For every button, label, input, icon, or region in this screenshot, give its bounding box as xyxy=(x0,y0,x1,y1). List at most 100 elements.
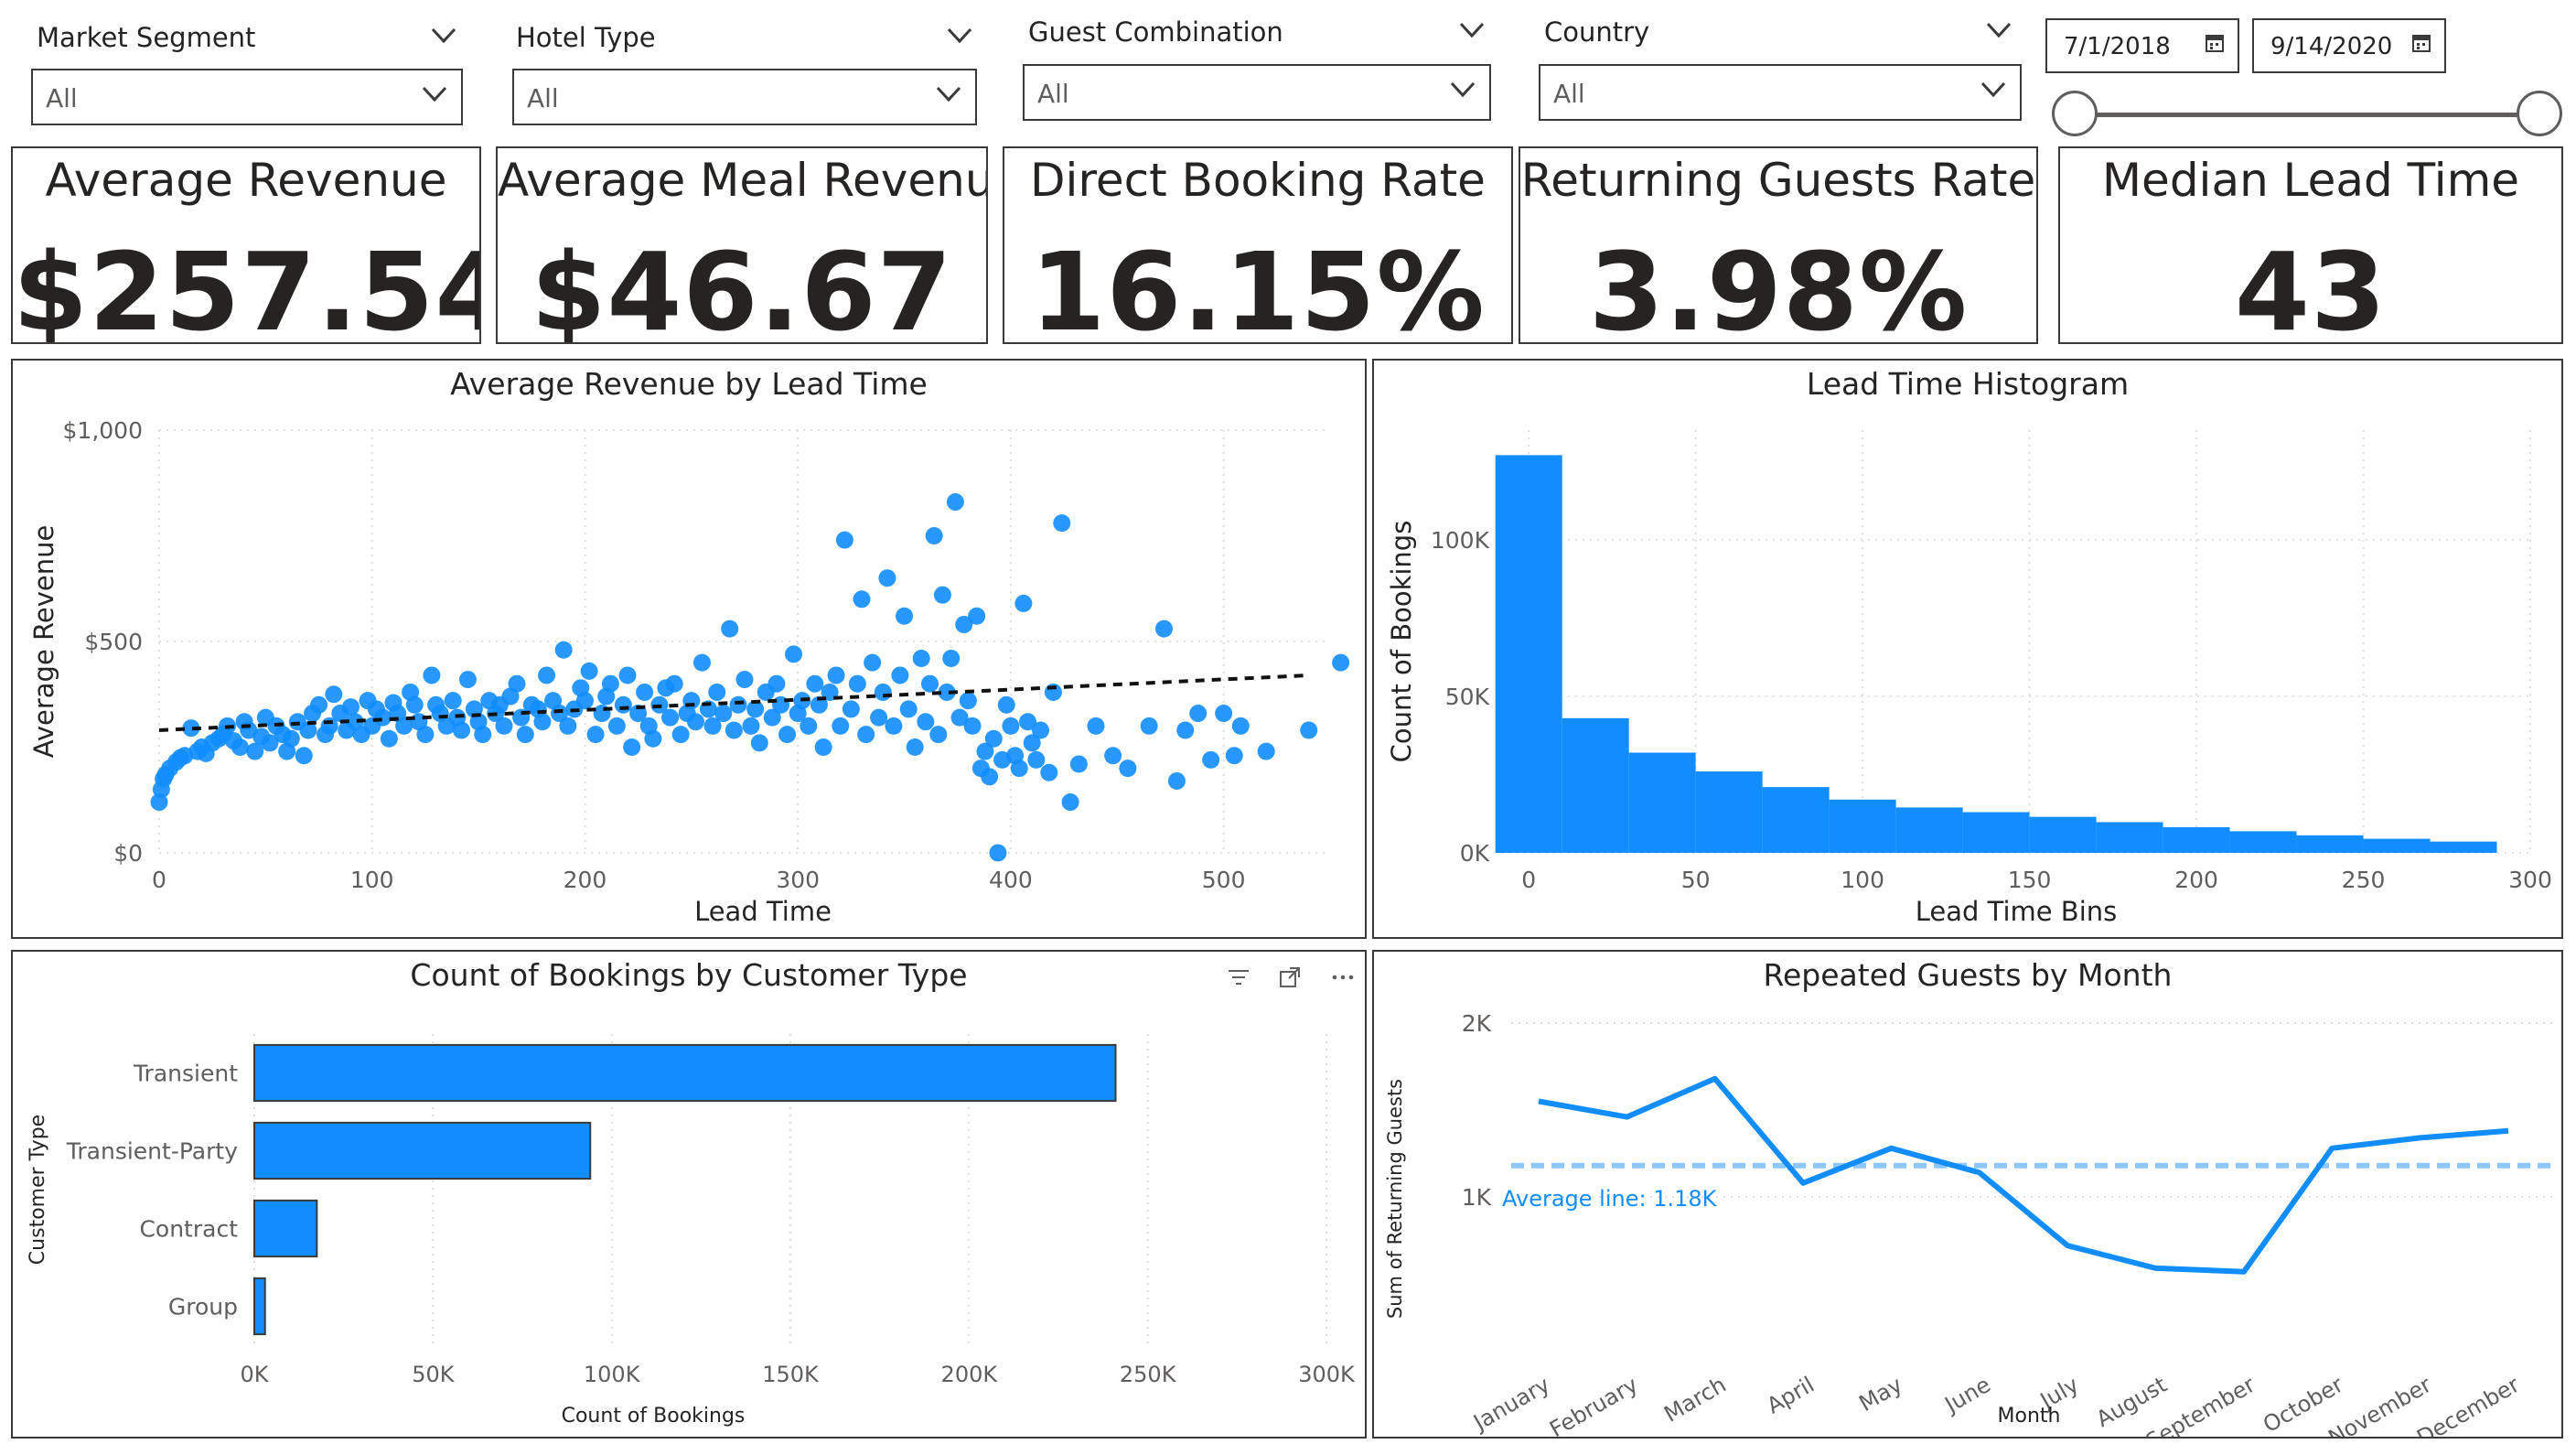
scatter-point xyxy=(636,683,654,701)
more-options-icon[interactable] xyxy=(1330,964,1356,990)
scatter-point xyxy=(325,685,343,704)
scatter-point xyxy=(692,653,711,672)
chart-title: Lead Time Histogram xyxy=(1806,366,2130,402)
x-tick-label: 0 xyxy=(152,867,166,893)
kpi-card-average-meal-revenue: Average Meal Revenue $46.67 xyxy=(496,146,988,344)
scatter-point xyxy=(559,717,577,735)
y-axis-label: Average Revenue xyxy=(28,525,59,759)
trend-line xyxy=(158,673,1309,733)
x-tick-label: 500 xyxy=(1202,867,1246,893)
market-segment-dropdown[interactable]: All xyxy=(31,69,463,125)
scatter-point xyxy=(1167,771,1186,790)
scatter-point xyxy=(629,705,648,723)
slicer-title: Guest Combination xyxy=(1028,16,1283,48)
dropdown-value: All xyxy=(1553,79,1585,109)
y-axis-label: Customer Type xyxy=(27,1115,49,1265)
scatter-point xyxy=(1154,620,1173,638)
chevron-down-icon[interactable] xyxy=(1458,20,1486,40)
scatter-point xyxy=(891,666,909,684)
country-dropdown[interactable]: All xyxy=(1539,64,2022,121)
date-slider-end-handle[interactable] xyxy=(2517,91,2562,136)
y-tick-label: 2K xyxy=(1462,1010,1492,1037)
histogram-bar xyxy=(2096,822,2163,853)
scatter-point xyxy=(686,713,704,731)
scatter-point xyxy=(671,726,690,744)
scatter-point xyxy=(842,700,860,718)
histogram-bar xyxy=(2296,835,2364,853)
scatter-point xyxy=(785,645,803,663)
chevron-down-icon[interactable] xyxy=(946,26,973,46)
scatter-point xyxy=(586,726,605,744)
x-tick-label: 150K xyxy=(762,1362,820,1387)
series-line xyxy=(1538,1075,2509,1275)
customer-type-bar xyxy=(253,1043,1117,1103)
kpi-value: 16.15% xyxy=(1030,229,1486,344)
scatter-point xyxy=(896,607,914,625)
scatter-point xyxy=(912,649,930,667)
x-tick-label: 200 xyxy=(2174,867,2218,893)
customer-type-panel: Count of Bookings by Customer Type 0K 50K… xyxy=(11,950,1367,1439)
kpi-card-median-lead-time: Median Lead Time 43 xyxy=(2058,146,2563,344)
chevron-down-icon[interactable] xyxy=(430,26,457,46)
kpi-card-returning-guests-rate: Returning Guests Rate 3.98% xyxy=(1519,146,2038,344)
chart-title: Average Revenue by Lead Time xyxy=(450,366,928,402)
scatter-point xyxy=(580,662,598,680)
scatter-point xyxy=(1140,717,1158,735)
start-date-input[interactable]: 7/1/2018 xyxy=(2045,18,2239,73)
date-slider-start-handle[interactable] xyxy=(2052,91,2098,136)
histogram-bar xyxy=(1962,812,2030,853)
chevron-down-icon xyxy=(1980,81,2006,98)
dropdown-value: All xyxy=(527,83,559,113)
scatter-point xyxy=(380,729,398,748)
customer-type-bar xyxy=(253,1277,266,1336)
histogram-bar xyxy=(2430,841,2497,853)
category-label: Contract xyxy=(139,1216,238,1243)
histogram-bar xyxy=(1628,752,1696,853)
y-tick-label: $500 xyxy=(84,629,143,655)
scatter-point xyxy=(950,708,969,727)
scatter-point xyxy=(614,695,632,714)
guest-combination-dropdown[interactable]: All xyxy=(1023,64,1491,121)
average-line-label: Average line: 1.18K xyxy=(1502,1186,1718,1212)
hotel-type-dropdown[interactable]: All xyxy=(512,69,977,125)
scatter-point xyxy=(261,734,279,752)
scatter-point xyxy=(778,726,797,744)
scatter-point xyxy=(917,713,935,731)
scatter-point xyxy=(814,738,832,756)
kpi-card-direct-booking-rate: Direct Booking Rate 16.15% xyxy=(1003,146,1513,344)
y-tick-label: 100K xyxy=(1431,527,1490,554)
calendar-icon[interactable] xyxy=(2411,33,2431,53)
scatter-point xyxy=(423,666,441,684)
scatter-point xyxy=(444,692,462,710)
scatter-point xyxy=(551,705,569,723)
scatter-point xyxy=(516,726,534,744)
start-date-value: 7/1/2018 xyxy=(2064,33,2171,60)
x-axis-label: Lead Time xyxy=(694,896,832,927)
scatter-point xyxy=(1031,721,1049,739)
scatter-point xyxy=(942,649,961,667)
scatter-point xyxy=(1176,721,1195,739)
calendar-icon[interactable] xyxy=(2205,33,2225,53)
end-date-input[interactable]: 9/14/2020 xyxy=(2252,18,2446,73)
histogram-panel: Lead Time Histogram 0 50 100 150 200 250 300 0K… xyxy=(1372,359,2563,939)
date-slider-track[interactable] xyxy=(2075,113,2541,117)
scatter-point xyxy=(933,586,951,604)
scatter-point xyxy=(938,683,956,701)
x-tick-label: April xyxy=(1763,1372,1819,1419)
scatter-point xyxy=(857,726,875,744)
scatter-point xyxy=(925,527,943,544)
filter-icon[interactable] xyxy=(1226,964,1251,990)
histogram-bar xyxy=(2163,826,2230,853)
customer-type-bar xyxy=(253,1199,318,1258)
scatter-point xyxy=(1019,713,1037,731)
scatter-point xyxy=(721,620,739,638)
scatter-point xyxy=(405,695,424,714)
histogram-chart: 0 50 100 150 200 250 300 0K 50K 100K Lead Time Bin… xyxy=(1386,430,2552,927)
scatter-point xyxy=(661,708,680,727)
focus-mode-icon[interactable] xyxy=(1277,964,1303,990)
chevron-down-icon[interactable] xyxy=(1985,20,2012,40)
chevron-down-icon xyxy=(422,86,447,102)
scatter-point xyxy=(848,674,866,693)
x-tick-label: 250K xyxy=(1120,1362,1177,1387)
